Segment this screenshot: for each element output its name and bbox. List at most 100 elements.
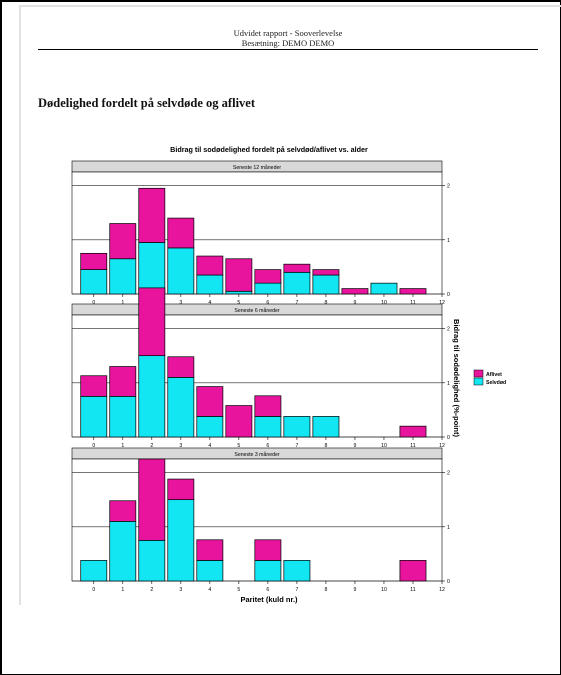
x-tick-label: 5: [237, 587, 240, 593]
bar-selvdod: [254, 560, 282, 582]
x-tick-label: 8: [324, 587, 327, 593]
chart-legend: Aflivet Selvdød: [473, 369, 506, 386]
x-tick-label: 4: [208, 587, 211, 593]
x-tick-label: 4: [208, 300, 211, 306]
x-tick-label: 11: [410, 443, 415, 449]
bar-aflivet: [283, 263, 311, 273]
y-tick-label: 2: [447, 327, 450, 333]
y-tick-label: 0: [447, 579, 450, 585]
x-tick-label: 12: [439, 587, 445, 593]
bar-aflivet: [225, 405, 253, 438]
y-axis-label: Bidrag til sodødelighed (%-point): [452, 319, 461, 437]
x-tick-label: 10: [381, 587, 387, 593]
bar-selvdod: [109, 258, 137, 295]
bar-aflivet: [80, 252, 108, 270]
bar-selvdod: [80, 395, 108, 438]
x-tick-label: 1: [121, 300, 124, 306]
x-tick-label: 6: [266, 587, 269, 593]
x-tick-label: 7: [295, 443, 298, 449]
section-title: Dødelighed fordelt på selvdøde og aflive…: [38, 96, 256, 110]
bar-aflivet: [399, 425, 427, 438]
x-tick-label: 2: [150, 587, 153, 593]
x-tick-label: 3: [179, 443, 182, 449]
x-tick-label: 11: [410, 587, 415, 593]
bar-selvdod: [109, 521, 137, 582]
bar-aflivet: [167, 217, 195, 249]
x-tick-label: 1: [121, 443, 124, 449]
x-tick-label: 9: [353, 300, 356, 306]
bar-aflivet: [167, 478, 195, 501]
bar-aflivet: [138, 287, 166, 357]
bar-selvdod: [283, 560, 311, 582]
bar-aflivet: [138, 458, 166, 541]
x-tick-label: 0: [92, 587, 95, 593]
x-tick-label: 12: [439, 443, 445, 449]
x-tick-label: 5: [237, 300, 240, 306]
chart-title: Bidrag til sodødelighed fordelt på selvd…: [170, 145, 368, 154]
report-header: Udvidet rapport - Sooverlevelse Besætnin…: [38, 28, 538, 48]
bar-aflivet: [80, 375, 108, 397]
bar-aflivet: [341, 288, 369, 295]
x-tick-label: 0: [92, 443, 95, 449]
x-axis-label: Paritet (kuld nr.): [240, 595, 298, 604]
bar-selvdod: [283, 271, 311, 295]
report-header-title: Udvidet rapport - Sooverlevelse: [233, 28, 343, 38]
bar-aflivet: [196, 386, 224, 417]
bar-aflivet: [254, 539, 282, 561]
bar-selvdod: [254, 282, 282, 295]
y-tick-label: 1: [447, 525, 450, 531]
y-tick-label: 0: [447, 292, 450, 298]
bar-selvdod: [312, 274, 340, 295]
window-frame-left: [0, 0, 2, 675]
y-tick-label: 0: [447, 435, 450, 441]
x-tick-label: 9: [353, 587, 356, 593]
bar-selvdod: [196, 274, 224, 295]
panel-strip-label: Seneste 3 måneder: [234, 451, 280, 458]
x-tick-label: 3: [179, 587, 182, 593]
page-edge-left: [19, 5, 21, 605]
bar-selvdod: [167, 499, 195, 582]
x-tick-label: 0: [92, 300, 95, 306]
bar-selvdod: [370, 282, 398, 295]
bar-selvdod: [109, 395, 137, 438]
panel-strip-label: Seneste 12 måneder: [233, 164, 281, 171]
bar-selvdod: [138, 242, 166, 295]
bar-aflivet: [225, 258, 253, 292]
x-tick-label: 7: [295, 587, 298, 593]
bar-selvdod: [196, 560, 224, 582]
x-tick-label: 10: [381, 300, 387, 306]
x-tick-label: 7: [295, 300, 298, 306]
bar-selvdod: [167, 377, 195, 438]
x-tick-label: 11: [410, 300, 415, 306]
x-tick-label: 1: [121, 587, 124, 593]
y-tick-label: 1: [447, 238, 450, 244]
legend-label: Aflivet: [486, 372, 502, 378]
bar-aflivet: [196, 255, 224, 276]
bar-selvdod: [167, 247, 195, 295]
x-tick-label: 2: [150, 443, 153, 449]
bar-aflivet: [399, 288, 427, 295]
page-edge-top: [19, 5, 561, 7]
x-tick-label: 9: [353, 443, 356, 449]
x-tick-label: 4: [208, 443, 211, 449]
panel-strip-label: Seneste 6 måneder: [234, 307, 280, 314]
bar-selvdod: [225, 290, 253, 295]
bar-selvdod: [80, 560, 108, 582]
x-tick-label: 8: [324, 443, 327, 449]
bar-selvdod: [138, 355, 166, 438]
bar-selvdod: [283, 416, 311, 438]
bar-aflivet: [167, 356, 195, 378]
bar-selvdod: [196, 416, 224, 438]
x-tick-label: 3: [179, 300, 182, 306]
bar-aflivet: [138, 187, 166, 243]
bar-aflivet: [399, 560, 427, 582]
bar-aflivet: [254, 269, 282, 284]
bar-aflivet: [109, 223, 137, 260]
report-header-herd: Besætning: DEMO DEMO: [241, 38, 335, 48]
bar-aflivet: [109, 366, 137, 397]
y-tick-label: 2: [447, 471, 450, 477]
legend-swatch: [473, 369, 484, 378]
window-frame-top: [0, 0, 561, 2]
bar-aflivet: [196, 539, 224, 561]
y-tick-label: 1: [447, 381, 450, 387]
